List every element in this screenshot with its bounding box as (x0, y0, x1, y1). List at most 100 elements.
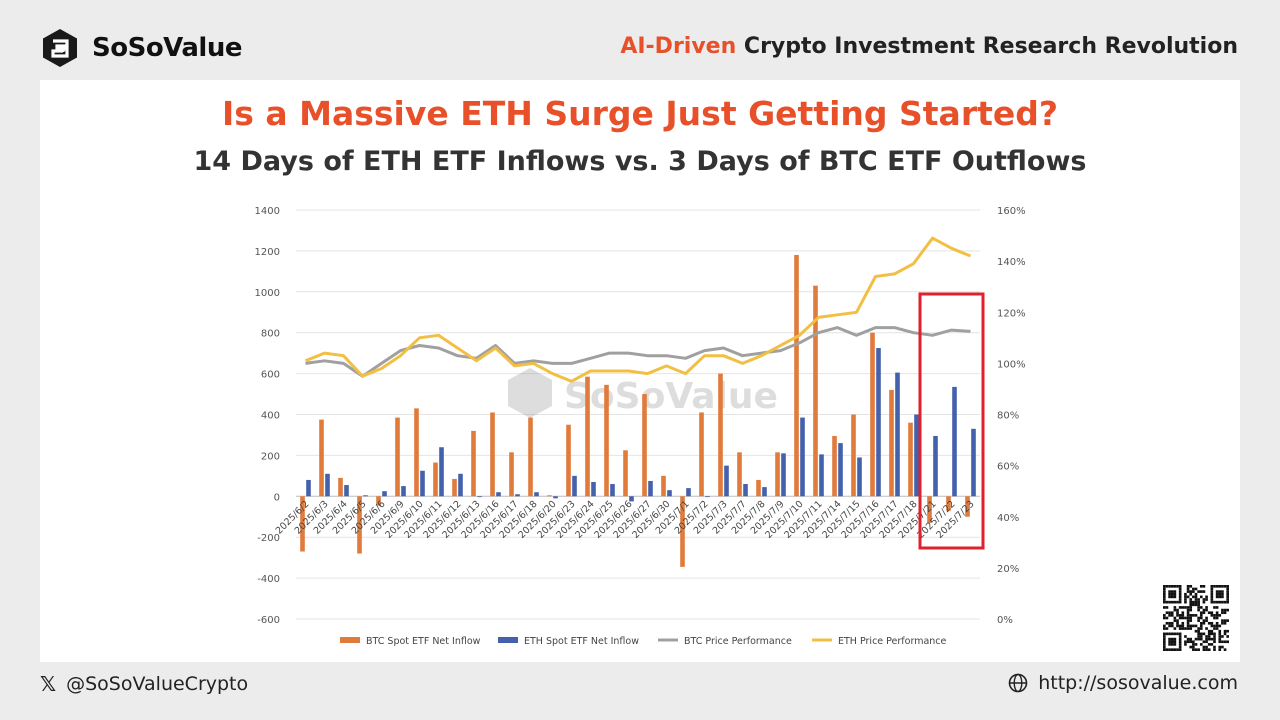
legend-label: ETH Spot ETF Net Inflow (524, 636, 639, 647)
qr-module (1218, 637, 1222, 641)
qr-module (1213, 606, 1216, 609)
btc-inflow-bar (433, 462, 438, 497)
qr-module (1173, 619, 1177, 622)
qr-module (1184, 598, 1187, 601)
qr-finder-module (1218, 585, 1222, 588)
btc-inflow-bar (376, 496, 381, 506)
qr-finder-module (1173, 595, 1177, 599)
qr-module (1170, 611, 1174, 615)
qr-module (1186, 621, 1190, 625)
qr-module (1215, 611, 1219, 615)
watermark-text: SoSoValue (564, 376, 778, 417)
qr-module (1218, 648, 1222, 651)
qr-finder-module (1178, 592, 1182, 596)
qr-module (1199, 643, 1203, 646)
website-link[interactable]: http://sosovalue.com (1008, 672, 1238, 694)
y2-tick-label: 0% (997, 615, 1013, 626)
qr-module (1202, 598, 1206, 601)
qr-module (1207, 637, 1211, 641)
eth-inflow-bar (914, 414, 919, 497)
qr-finder-module (1178, 598, 1182, 601)
qr-finder-module (1170, 632, 1174, 636)
qr-module (1189, 592, 1193, 596)
qr-module (1197, 632, 1200, 636)
qr-finder-module (1178, 645, 1182, 649)
qr-module (1218, 645, 1222, 649)
qr-module (1210, 637, 1214, 641)
qr-module (1199, 635, 1203, 638)
btc-inflow-bar (585, 376, 590, 497)
social-handle-text: @SoSoValueCrypto (66, 673, 249, 695)
qr-module (1184, 600, 1187, 604)
qr-finder-module (1165, 632, 1169, 636)
brand: SoSoValue (40, 28, 242, 68)
y-tick-label: 1400 (255, 206, 280, 217)
qr-module (1226, 608, 1229, 612)
qr-module (1210, 632, 1214, 636)
qr-finder-module (1168, 637, 1171, 641)
eth-inflow-bar (572, 475, 577, 497)
qr-finder-module (1215, 592, 1219, 596)
qr-module (1163, 616, 1166, 620)
eth-inflow-bar (762, 487, 767, 497)
qr-module (1205, 595, 1208, 599)
qr-module (1176, 621, 1179, 625)
qr-module (1176, 611, 1179, 615)
qr-module (1207, 621, 1211, 625)
qr-finder-module (1226, 595, 1229, 599)
qr-finder-module (1226, 587, 1229, 591)
qr-module (1189, 590, 1193, 593)
qr-code-icon[interactable] (1163, 585, 1229, 651)
btc-inflow-bar (395, 417, 400, 497)
watermark: SoSoValue (508, 368, 778, 418)
qr-module (1168, 621, 1171, 625)
eth-inflow-bar (363, 495, 368, 497)
qr-module (1184, 643, 1187, 646)
qr-module (1192, 590, 1195, 593)
qr-finder-module (1210, 585, 1214, 588)
qr-module (1197, 606, 1200, 609)
qr-finder-module (1173, 640, 1177, 644)
qr-module (1205, 598, 1208, 601)
qr-module (1184, 616, 1187, 620)
qr-module (1186, 627, 1190, 630)
qr-module (1194, 598, 1198, 601)
qr-finder-module (1173, 592, 1177, 596)
qr-module (1197, 600, 1200, 604)
qr-module (1221, 619, 1224, 622)
tagline-rest: Crypto Investment Research Revolution (736, 34, 1238, 59)
btc-inflow-bar (794, 254, 799, 497)
qr-module (1184, 640, 1187, 644)
legend-label: BTC Spot ETF Net Inflow (366, 636, 481, 647)
eth-inflow-bar (724, 465, 729, 497)
qr-finder-module (1210, 598, 1214, 601)
qr-module (1184, 592, 1187, 596)
qr-module (1194, 614, 1198, 617)
qr-finder-module (1176, 648, 1179, 651)
qr-module (1213, 637, 1216, 641)
qr-module (1194, 624, 1198, 628)
btc-inflow-bar (965, 496, 970, 517)
qr-module (1226, 640, 1229, 644)
qr-module (1199, 585, 1203, 588)
social-handle[interactable]: 𝕏 @SoSoValueCrypto (40, 672, 248, 696)
qr-module (1194, 643, 1198, 646)
qr-finder-module (1178, 635, 1182, 638)
eth-inflow-bar (477, 496, 482, 498)
qr-finder-module (1163, 643, 1166, 646)
qr-finder-module (1221, 600, 1224, 604)
qr-module (1189, 637, 1193, 641)
eth-inflow-bar (705, 496, 710, 498)
qr-module (1197, 648, 1200, 651)
qr-module (1197, 637, 1200, 641)
qr-module (1186, 611, 1190, 615)
qr-finder-module (1168, 600, 1171, 604)
qr-module (1213, 624, 1216, 628)
qr-module (1199, 616, 1203, 620)
btc-inflow-bar (927, 496, 932, 523)
qr-module (1221, 645, 1224, 649)
qr-finder-module (1163, 635, 1166, 638)
qr-module (1215, 606, 1219, 609)
qr-finder-module (1163, 595, 1166, 599)
qr-module (1205, 640, 1208, 644)
